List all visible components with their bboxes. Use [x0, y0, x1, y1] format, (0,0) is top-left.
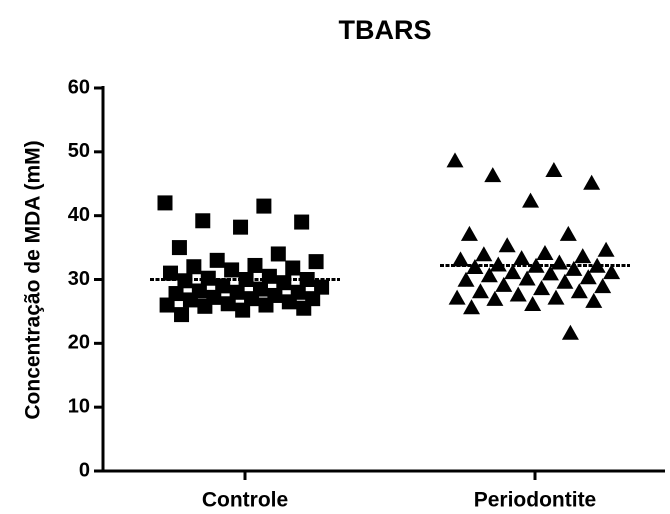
point	[168, 286, 184, 302]
x-tick-label: Controle	[202, 489, 288, 512]
point	[484, 167, 502, 183]
point	[570, 283, 588, 299]
point	[285, 260, 301, 276]
point	[233, 219, 249, 235]
point	[541, 265, 559, 281]
point	[504, 264, 522, 280]
point	[446, 152, 464, 168]
y-tick-label: 10	[68, 395, 90, 417]
point	[281, 294, 297, 310]
point	[224, 262, 240, 278]
point	[256, 198, 272, 214]
point	[244, 291, 260, 307]
point	[186, 259, 202, 275]
point	[594, 278, 612, 294]
point	[518, 270, 536, 286]
point	[579, 269, 597, 285]
point	[460, 225, 478, 241]
point	[314, 279, 330, 295]
point	[215, 278, 231, 294]
point	[276, 275, 292, 291]
point	[522, 192, 540, 208]
y-tick-label: 50	[68, 140, 90, 162]
point	[565, 260, 583, 276]
point	[561, 324, 579, 340]
point	[536, 244, 554, 260]
point	[235, 302, 251, 318]
point	[545, 161, 563, 177]
point	[261, 268, 277, 284]
point	[270, 246, 286, 262]
point	[229, 284, 245, 300]
point	[463, 299, 481, 315]
point	[452, 251, 470, 267]
point	[547, 289, 565, 305]
point	[195, 213, 211, 229]
point	[294, 214, 310, 230]
point	[258, 297, 274, 313]
y-tick-label: 20	[68, 332, 90, 354]
point	[556, 273, 574, 289]
point	[448, 289, 466, 305]
point	[171, 240, 187, 256]
point	[513, 250, 531, 266]
point	[533, 280, 551, 296]
point	[163, 265, 179, 281]
y-tick-label: 30	[68, 268, 90, 290]
point	[209, 252, 225, 268]
point	[574, 248, 592, 264]
point	[182, 292, 198, 308]
point	[509, 286, 527, 302]
point	[308, 254, 324, 270]
y-tick-label: 60	[68, 76, 90, 98]
point	[471, 283, 489, 299]
point	[475, 246, 493, 262]
point	[495, 276, 513, 292]
point	[157, 195, 173, 211]
point	[559, 225, 577, 241]
point	[583, 174, 601, 190]
point	[296, 300, 312, 316]
y-axis-label: Concentração de MDA (mM)	[22, 140, 45, 419]
point	[597, 241, 615, 257]
point	[603, 264, 621, 280]
point	[457, 271, 475, 287]
point	[197, 298, 213, 314]
x-tick-label: Periodontite	[474, 489, 597, 512]
point	[585, 292, 603, 308]
point	[480, 267, 498, 283]
y-tick-label: 40	[68, 204, 90, 226]
point	[220, 296, 236, 312]
point	[174, 307, 190, 323]
point	[486, 290, 504, 306]
point	[550, 254, 568, 270]
y-tick-label: 0	[79, 459, 90, 481]
point	[159, 297, 175, 313]
chart-title: TBARS	[339, 15, 432, 45]
point	[498, 237, 516, 253]
point	[524, 296, 542, 312]
point	[247, 257, 263, 273]
